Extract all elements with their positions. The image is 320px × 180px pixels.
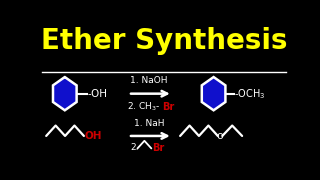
Text: Br: Br — [162, 102, 174, 112]
Text: Br: Br — [152, 143, 164, 153]
Text: -OH: -OH — [87, 89, 107, 99]
Text: -OCH$_3$: -OCH$_3$ — [234, 87, 265, 101]
Text: Ether Synthesis: Ether Synthesis — [41, 27, 287, 55]
Text: 2.: 2. — [131, 143, 139, 152]
Text: 1. NaOH: 1. NaOH — [130, 76, 168, 85]
Text: OH: OH — [84, 131, 102, 141]
Text: 2. CH$_3$-: 2. CH$_3$- — [127, 101, 161, 113]
Polygon shape — [202, 77, 225, 110]
Text: o: o — [216, 131, 223, 141]
Text: 1. NaH: 1. NaH — [134, 119, 164, 128]
Polygon shape — [53, 77, 76, 110]
